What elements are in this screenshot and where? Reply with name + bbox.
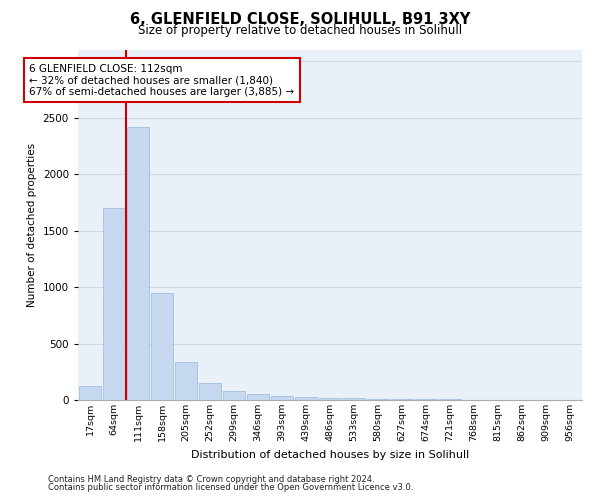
Bar xyxy=(295,397,317,400)
Y-axis label: Number of detached properties: Number of detached properties xyxy=(27,143,37,307)
Bar xyxy=(343,398,365,400)
Text: Contains HM Land Registry data © Crown copyright and database right 2024.: Contains HM Land Registry data © Crown c… xyxy=(48,475,374,484)
Text: Contains public sector information licensed under the Open Government Licence v3: Contains public sector information licen… xyxy=(48,483,413,492)
Text: 6, GLENFIELD CLOSE, SOLIHULL, B91 3XY: 6, GLENFIELD CLOSE, SOLIHULL, B91 3XY xyxy=(130,12,470,28)
Text: Size of property relative to detached houses in Solihull: Size of property relative to detached ho… xyxy=(138,24,462,37)
Text: 6 GLENFIELD CLOSE: 112sqm
← 32% of detached houses are smaller (1,840)
67% of se: 6 GLENFIELD CLOSE: 112sqm ← 32% of detac… xyxy=(29,64,295,96)
Bar xyxy=(247,394,269,400)
Bar xyxy=(319,398,341,400)
Bar xyxy=(367,399,389,400)
Bar xyxy=(151,292,173,400)
Bar xyxy=(199,383,221,400)
Bar xyxy=(127,127,149,400)
Bar xyxy=(103,208,125,400)
Bar xyxy=(79,386,101,400)
Bar xyxy=(271,396,293,400)
Bar xyxy=(175,362,197,400)
X-axis label: Distribution of detached houses by size in Solihull: Distribution of detached houses by size … xyxy=(191,450,469,460)
Bar xyxy=(391,399,413,400)
Bar xyxy=(223,391,245,400)
